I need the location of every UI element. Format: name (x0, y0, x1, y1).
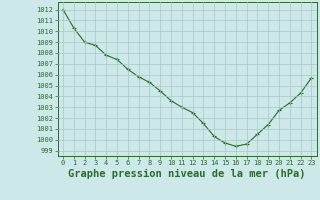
X-axis label: Graphe pression niveau de la mer (hPa): Graphe pression niveau de la mer (hPa) (68, 169, 306, 179)
